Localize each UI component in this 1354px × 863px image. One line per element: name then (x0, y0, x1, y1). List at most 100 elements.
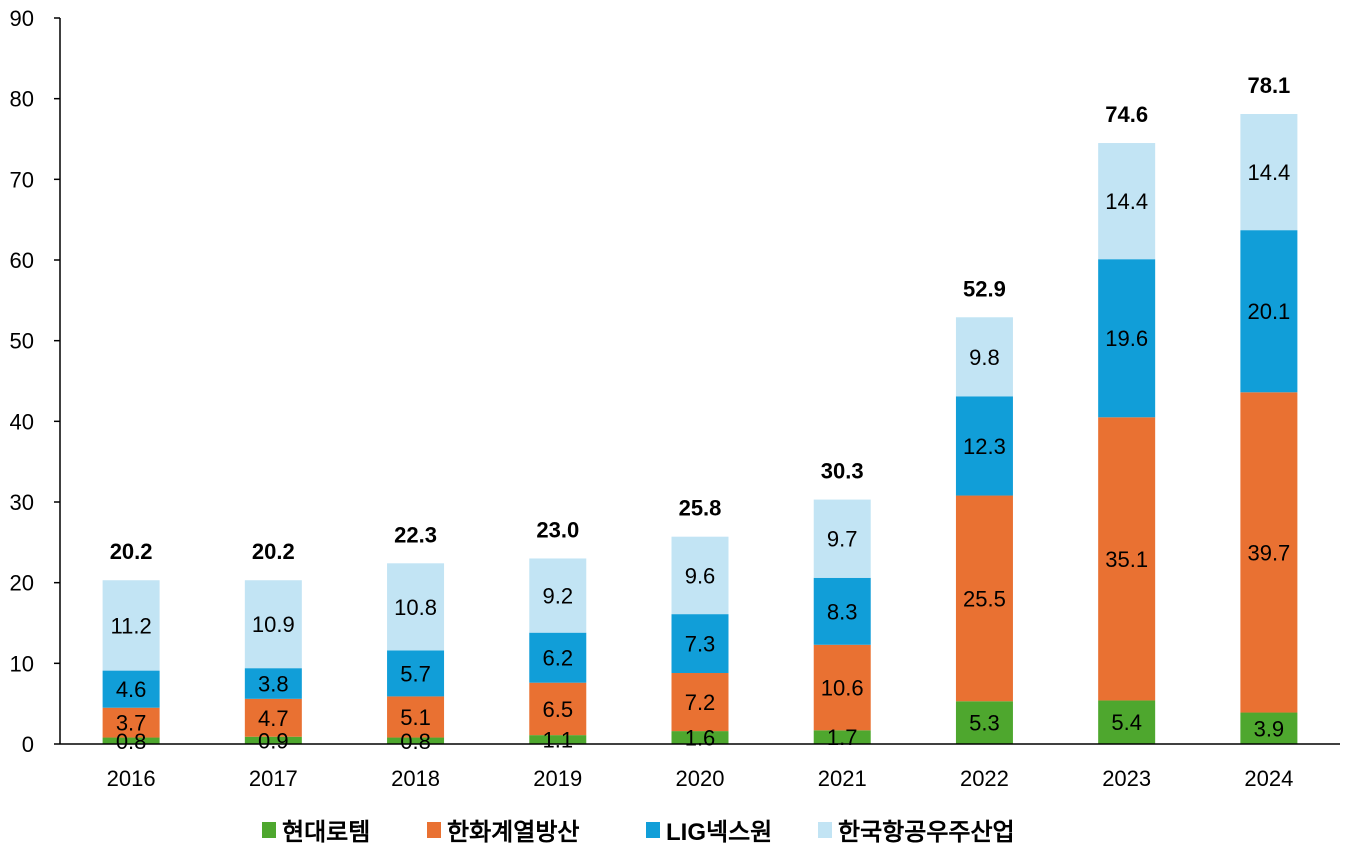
legend-label: 한화계열방산 (447, 819, 579, 846)
bar-segment (244, 580, 302, 669)
y-tick-label: 30 (10, 490, 34, 515)
legend-item: 한국항공우주산업 (818, 819, 1015, 846)
bar-segment (1098, 143, 1156, 260)
bar-segment (244, 668, 302, 699)
total-data-label: 25.8 (679, 496, 722, 521)
segment-data-label: 6.2 (542, 646, 573, 671)
bar-segment (955, 317, 1013, 397)
y-tick-label: 20 (10, 571, 34, 596)
legend-label: 현대로템 (282, 819, 370, 846)
segment-data-label: 3.9 (1254, 716, 1285, 741)
bar-segment (102, 580, 160, 671)
total-data-label: 30.3 (821, 459, 864, 484)
bar-segment (529, 558, 587, 633)
segment-data-label: 12.3 (963, 434, 1006, 459)
segment-data-label: 10.6 (821, 676, 864, 701)
segment-data-label: 11.2 (111, 613, 152, 638)
segment-data-label: 5.7 (400, 661, 431, 686)
segment-data-label: 4.7 (258, 706, 289, 731)
bar-segment (529, 632, 587, 683)
x-tick-label: 2017 (249, 766, 298, 791)
total-data-label: 74.6 (1105, 102, 1148, 127)
segment-data-label: 1.1 (542, 728, 573, 753)
bar-segment (387, 650, 445, 697)
bar-segment (529, 682, 587, 736)
segment-data-label: 4.6 (116, 677, 147, 702)
bar-segment (1240, 392, 1298, 713)
bar-segment (813, 577, 871, 645)
segment-data-label: 0.9 (258, 728, 289, 753)
x-tick-label: 2024 (1244, 766, 1293, 791)
legend: 현대로템 한화계열방산 LIG넥스원 한국항공우주산업 (262, 819, 1015, 846)
segment-data-label: 0.8 (400, 729, 431, 754)
bar-segment (102, 737, 160, 744)
segment-data-label: 9.7 (827, 527, 858, 552)
segment-data-label: 6.5 (542, 697, 573, 722)
bar-segment (1240, 113, 1298, 231)
segment-data-label: 3.7 (116, 711, 147, 736)
bar-segment (102, 670, 160, 708)
bar-segment (1098, 259, 1156, 418)
bar-segment (387, 563, 445, 651)
bar-segment (1240, 712, 1298, 744)
legend-label: 한국항공우주산업 (838, 819, 1015, 846)
bar-segment (813, 644, 871, 731)
legend-label: LIG넥스원 (666, 819, 772, 846)
total-data-label: 22.3 (394, 522, 437, 547)
x-tick-label: 2021 (818, 766, 867, 791)
y-tick-label: 10 (10, 651, 34, 676)
segment-data-label: 5.3 (969, 711, 1000, 736)
bar-segment (671, 673, 729, 732)
y-tick-label: 60 (10, 248, 34, 273)
segment-data-label: 1.6 (685, 726, 716, 751)
segment-data-label: 0.8 (116, 729, 147, 754)
segment-data-label: 20.1 (1247, 299, 1290, 324)
segment-data-label: 19.6 (1105, 326, 1148, 351)
x-tick-label: 2023 (1102, 766, 1151, 791)
bar-segment (813, 730, 871, 744)
bar-segment (813, 499, 871, 578)
y-tick-label: 50 (10, 329, 34, 354)
x-tick-label: 2018 (391, 766, 440, 791)
bar-segment (671, 731, 729, 744)
y-tick-label: 90 (10, 6, 34, 31)
y-tick-label: 40 (10, 409, 34, 434)
total-data-label: 52.9 (963, 276, 1006, 301)
legend-swatch (262, 822, 276, 838)
bar-segment (244, 698, 302, 737)
total-data-label: 20.2 (252, 539, 295, 564)
bar-segment (102, 707, 160, 738)
legend-swatch (818, 822, 832, 838)
legend-item: LIG넥스원 (646, 819, 772, 846)
segment-data-label: 25.5 (963, 586, 1006, 611)
bar-segment (1240, 230, 1298, 393)
total-data-label: 78.1 (1247, 73, 1290, 98)
segment-data-label: 7.3 (685, 632, 716, 657)
bar-segment (955, 701, 1013, 744)
bar-segment (529, 735, 587, 744)
segment-data-label: 9.6 (685, 563, 716, 588)
bar-segment (244, 736, 302, 744)
bar-segment (387, 737, 445, 744)
x-tick-label: 2022 (960, 766, 1009, 791)
x-tick-label: 2020 (676, 766, 725, 791)
y-tick-label: 0 (22, 732, 34, 757)
segment-data-label: 9.2 (542, 584, 573, 609)
segment-data-label: 10.9 (252, 612, 295, 637)
segment-data-label: 9.8 (969, 345, 1000, 370)
segment-data-label: 5.1 (400, 705, 431, 730)
bar-segment (955, 495, 1013, 702)
bar-segment (671, 614, 729, 674)
segment-data-label: 3.8 (258, 672, 289, 697)
segment-data-label: 35.1 (1105, 547, 1148, 572)
y-tick-label: 70 (10, 167, 34, 192)
segment-data-label: 8.3 (827, 599, 858, 624)
bar-segment (1098, 700, 1156, 744)
segment-data-label: 5.4 (1111, 710, 1142, 735)
segment-data-label: 10.8 (394, 595, 437, 620)
x-tick-label: 2016 (107, 766, 156, 791)
bar-segment (671, 536, 729, 615)
x-tick-label: 2019 (533, 766, 582, 791)
